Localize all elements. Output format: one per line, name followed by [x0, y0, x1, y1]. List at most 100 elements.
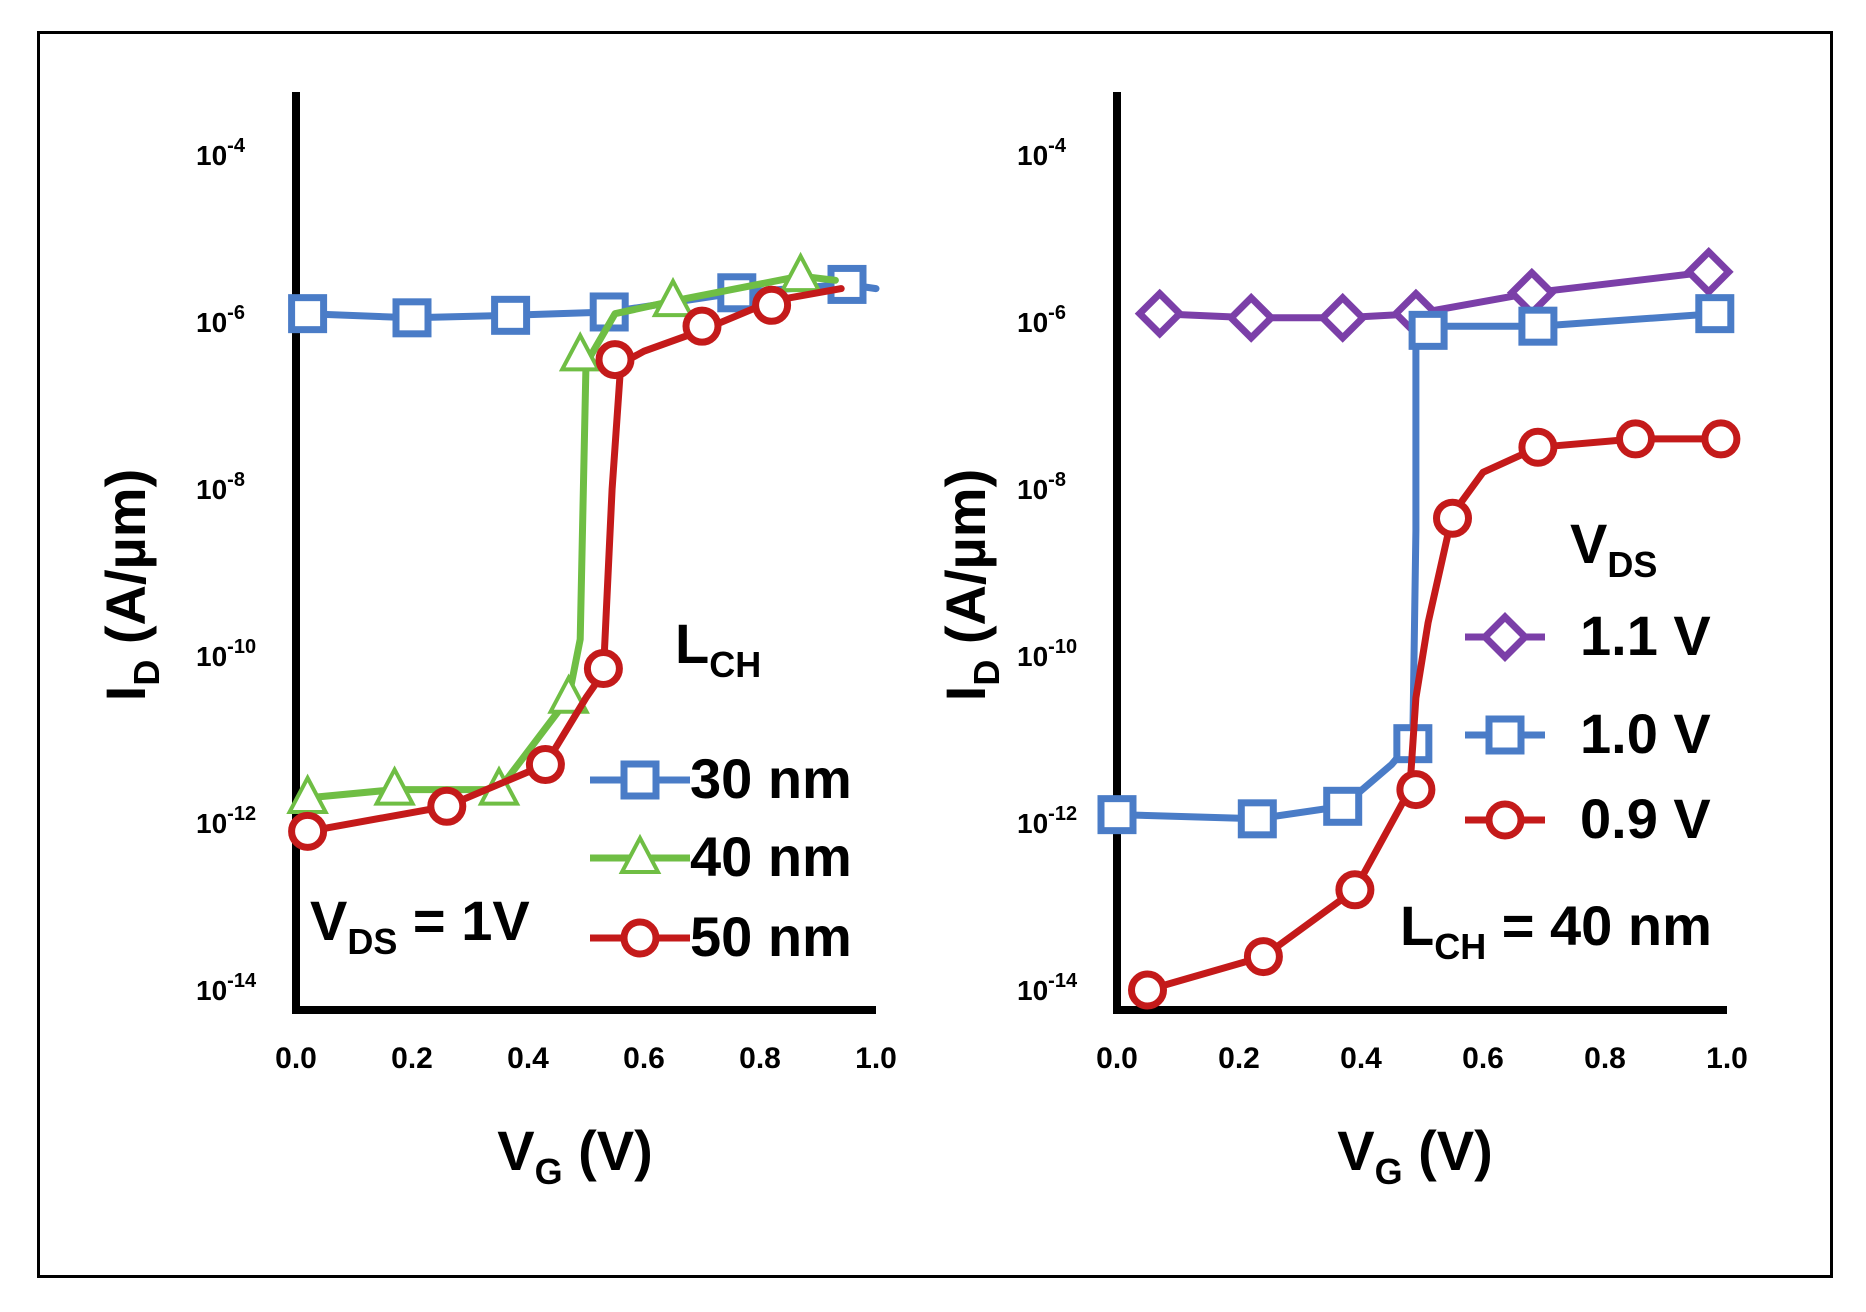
legend-marker	[620, 918, 660, 958]
y-tick-label-part: 10	[1017, 641, 1048, 672]
y-axis-title-part: I	[934, 686, 997, 702]
x-tick-label-part: 0.6	[1462, 1042, 1504, 1075]
legend-label: 50 nm	[690, 905, 852, 968]
data-point	[1683, 246, 1734, 297]
data-point	[1243, 937, 1283, 977]
legend-label-part: 40 nm	[690, 825, 852, 888]
data-point	[752, 285, 792, 325]
figure-frame	[37, 31, 1833, 1278]
y-tick-label: 10-12	[196, 803, 256, 839]
y-tick-label-part: -6	[227, 302, 245, 324]
x-tick-label-part: 1.0	[1706, 1042, 1748, 1075]
data-point	[779, 251, 822, 293]
series-50-nm	[288, 285, 845, 851]
legend-label: 1.0 V	[1580, 702, 1711, 765]
annotation: LCH = 40 nm	[1400, 894, 1712, 967]
data-point	[392, 298, 432, 338]
x-axis-title-part: G	[535, 1151, 563, 1192]
y-tick-label-part: -12	[227, 803, 256, 825]
data-point	[1695, 294, 1735, 334]
y-tick-label-part: -8	[227, 469, 245, 491]
data-point	[1335, 870, 1375, 910]
y-tick-label: 10-4	[196, 135, 246, 171]
chart-panel-left: 0.0 0.2 0.4 0.6 0.8 1.010-410-610-810-1010-12…	[94, 92, 897, 1192]
data-point	[525, 745, 565, 785]
data-point	[558, 331, 602, 372]
y-tick-label: 10-8	[1017, 469, 1066, 505]
x-tick-label: 0.8	[739, 1042, 781, 1075]
series-1-0-v	[1097, 294, 1735, 839]
y-tick-label-part: 10	[1017, 975, 1048, 1006]
x-tick-label-part: 0.8	[739, 1042, 781, 1075]
legend-title: LCH	[675, 612, 761, 685]
y-tick-label: 10-10	[196, 636, 256, 672]
data-point	[583, 649, 623, 689]
legend-title-part: CH	[709, 644, 761, 685]
y-tick-label: 10-8	[196, 469, 245, 505]
y-tick-label-part: 10	[196, 140, 227, 171]
series-0-9-v	[1128, 419, 1741, 1010]
data-point	[288, 294, 328, 334]
y-tick-label: 10-6	[1017, 302, 1066, 338]
y-tick-label-part: -14	[227, 970, 257, 992]
y-axis-title: ID (A/µm)	[934, 469, 1007, 701]
y-axis-title: ID (A/µm)	[94, 469, 167, 701]
legend-marker	[620, 760, 660, 800]
x-tick-label: 0.0	[275, 1042, 317, 1075]
x-tick-label: 0.6	[623, 1042, 665, 1075]
data-point	[1134, 288, 1185, 339]
legend-label: 0.9 V	[1580, 787, 1711, 850]
y-tick-label: 10-6	[196, 302, 245, 338]
x-tick-label-part: 0.4	[1340, 1042, 1382, 1075]
series-line	[1144, 435, 1725, 994]
chart-panel-right: 0.0 0.2 0.4 0.6 0.8 1.010-410-610-810-1010-12…	[934, 92, 1748, 1192]
data-point	[547, 673, 590, 714]
legend-entry: 50 nm	[590, 905, 852, 968]
legend-entry: 1.0 V	[1465, 702, 1711, 765]
legend-entry: 40 nm	[590, 825, 852, 888]
data-point	[1317, 292, 1368, 343]
data-point	[1396, 770, 1436, 810]
x-tick-label-part: 0.4	[507, 1042, 549, 1075]
data-point	[1408, 310, 1448, 350]
annotation-part: = 1V	[397, 889, 529, 952]
data-point	[1097, 795, 1137, 835]
legend-title-part: L	[675, 612, 709, 675]
data-point	[1518, 427, 1558, 467]
y-tick-label-part: -4	[1048, 135, 1067, 157]
x-tick-label-part: 0.8	[1584, 1042, 1626, 1075]
y-tick-label-part: 10	[1017, 140, 1048, 171]
x-axis-title: VG (V)	[497, 1119, 653, 1192]
x-axis-title-part: G	[1375, 1151, 1403, 1192]
legend-marker	[1480, 612, 1530, 662]
y-axis-title-part: (A/µm)	[94, 469, 157, 660]
x-tick-label: 1.0	[1706, 1042, 1748, 1075]
x-axis-title-part: V	[1337, 1119, 1374, 1182]
y-tick-label-part: -12	[1048, 803, 1077, 825]
legend-label: 1.1 V	[1580, 604, 1711, 667]
annotation-part: = 40 nm	[1486, 894, 1712, 957]
legend-title: VDS	[1570, 512, 1657, 585]
data-point	[491, 295, 531, 335]
x-tick-label-part: 0.0	[275, 1042, 317, 1075]
x-tick-label: 0.6	[1462, 1042, 1504, 1075]
y-axis-label: ID (A/µm)	[94, 469, 167, 701]
x-axis-title: VG (V)	[1337, 1119, 1493, 1192]
x-tick-label: 0.0	[1096, 1042, 1138, 1075]
x-tick-label: 0.4	[507, 1042, 549, 1075]
y-tick-label-part: 10	[1017, 808, 1048, 839]
data-point	[1226, 292, 1277, 343]
legend-title-part: V	[1570, 512, 1607, 575]
x-tick-label-part: 0.6	[623, 1042, 665, 1075]
data-point	[1701, 419, 1741, 459]
y-tick-label-part: -14	[1048, 970, 1078, 992]
y-tick-label-part: 10	[196, 975, 227, 1006]
data-point	[373, 765, 416, 806]
y-tick-label: 10-14	[1017, 970, 1078, 1006]
data-point	[1128, 970, 1167, 1010]
y-axis-title-part: D	[966, 660, 1007, 686]
legend-label-part: 0.9 V	[1580, 787, 1711, 850]
legend-label: 30 nm	[690, 747, 852, 810]
series-40-nm	[286, 251, 839, 814]
data-point	[1237, 799, 1277, 839]
